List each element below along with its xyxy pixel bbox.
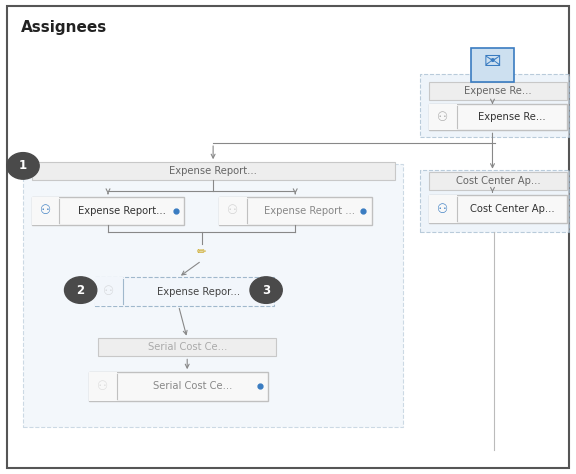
FancyBboxPatch shape <box>7 6 569 468</box>
FancyBboxPatch shape <box>429 172 567 190</box>
Circle shape <box>250 277 282 303</box>
FancyBboxPatch shape <box>420 74 569 137</box>
Text: Expense Re...: Expense Re... <box>478 112 546 122</box>
Text: ⚇: ⚇ <box>103 285 115 298</box>
Text: 2: 2 <box>77 283 85 297</box>
FancyBboxPatch shape <box>429 195 457 223</box>
FancyBboxPatch shape <box>219 197 372 225</box>
Text: Expense Report...: Expense Report... <box>78 206 166 216</box>
Text: ⚇: ⚇ <box>227 204 238 218</box>
FancyBboxPatch shape <box>89 372 268 401</box>
Text: ⚇: ⚇ <box>40 204 51 218</box>
FancyBboxPatch shape <box>32 162 395 180</box>
FancyBboxPatch shape <box>429 104 457 130</box>
Text: ✏: ✏ <box>197 247 206 257</box>
Text: Expense Re...: Expense Re... <box>464 85 532 96</box>
Text: ✉: ✉ <box>484 52 501 72</box>
FancyBboxPatch shape <box>98 338 276 356</box>
Circle shape <box>7 153 39 179</box>
Text: Expense Report...: Expense Report... <box>169 166 257 176</box>
Text: Serial Cost Ce...: Serial Cost Ce... <box>147 342 227 353</box>
Text: ⚇: ⚇ <box>97 380 109 393</box>
Text: ⚇: ⚇ <box>437 202 449 216</box>
Text: 1: 1 <box>19 159 27 173</box>
FancyBboxPatch shape <box>89 372 117 401</box>
FancyBboxPatch shape <box>429 82 567 100</box>
Text: ⚇: ⚇ <box>437 111 449 124</box>
FancyBboxPatch shape <box>32 197 59 225</box>
FancyBboxPatch shape <box>429 195 567 223</box>
Text: Serial Cost Ce...: Serial Cost Ce... <box>153 381 232 392</box>
FancyBboxPatch shape <box>420 170 569 232</box>
FancyBboxPatch shape <box>23 164 403 427</box>
Text: 3: 3 <box>262 283 270 297</box>
FancyBboxPatch shape <box>32 197 184 225</box>
FancyBboxPatch shape <box>95 277 123 306</box>
FancyBboxPatch shape <box>471 48 514 82</box>
Text: Expense Report ...: Expense Report ... <box>264 206 354 216</box>
FancyBboxPatch shape <box>95 277 274 306</box>
FancyBboxPatch shape <box>429 104 567 130</box>
Text: Expense Repor...: Expense Repor... <box>157 286 240 297</box>
Circle shape <box>65 277 97 303</box>
Text: Assignees: Assignees <box>21 20 107 35</box>
Text: Cost Center Ap...: Cost Center Ap... <box>470 204 554 214</box>
FancyBboxPatch shape <box>219 197 247 225</box>
Text: Cost Center Ap...: Cost Center Ap... <box>456 175 540 186</box>
